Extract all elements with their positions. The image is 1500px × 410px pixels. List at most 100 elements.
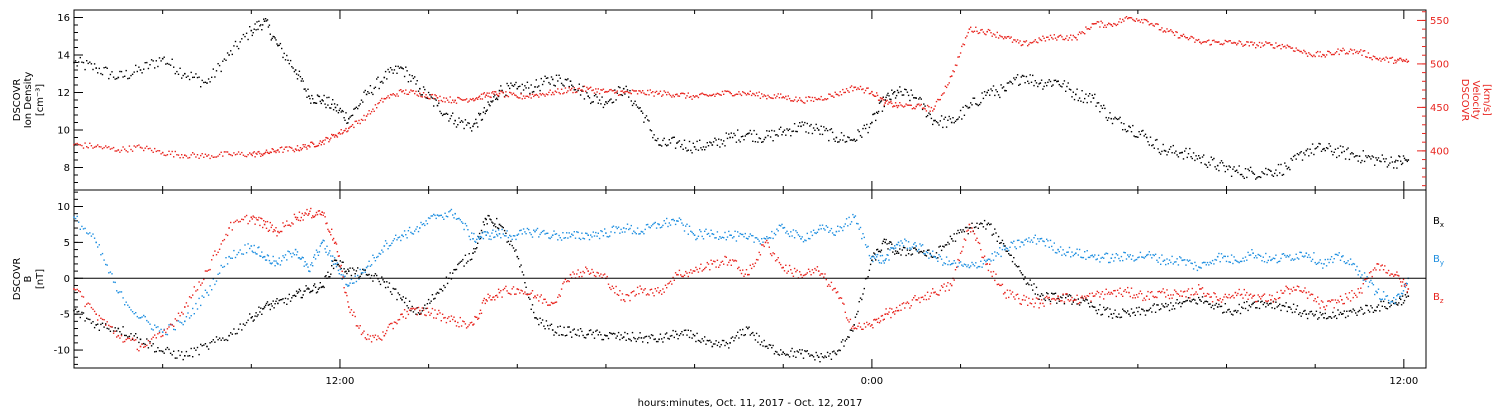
data-point bbox=[863, 287, 865, 290]
data-point bbox=[968, 227, 971, 229]
data-point bbox=[521, 290, 523, 292]
data-point bbox=[658, 291, 660, 294]
data-point bbox=[111, 326, 113, 328]
data-point bbox=[260, 255, 262, 257]
data-point bbox=[341, 261, 343, 263]
data-point bbox=[1255, 307, 1257, 309]
data-point bbox=[477, 318, 479, 320]
data-point bbox=[81, 295, 83, 298]
data-point bbox=[383, 76, 386, 79]
data-point bbox=[217, 251, 219, 253]
data-point bbox=[1325, 54, 1328, 56]
data-point bbox=[605, 232, 607, 234]
data-point bbox=[666, 332, 668, 334]
data-point bbox=[797, 234, 800, 236]
data-point bbox=[1260, 46, 1262, 48]
data-point bbox=[163, 328, 165, 331]
data-point bbox=[460, 325, 463, 327]
data-point bbox=[577, 269, 579, 271]
data-point bbox=[601, 96, 603, 98]
data-point bbox=[894, 310, 897, 312]
data-point bbox=[1232, 314, 1234, 316]
data-point bbox=[1310, 152, 1313, 154]
data-point bbox=[1182, 33, 1185, 36]
data-point bbox=[228, 227, 230, 229]
data-point bbox=[776, 95, 778, 97]
data-point bbox=[671, 283, 673, 285]
data-point bbox=[283, 256, 285, 259]
data-point bbox=[400, 297, 402, 299]
data-point bbox=[900, 254, 902, 256]
data-point bbox=[782, 96, 784, 98]
data-point bbox=[697, 271, 700, 273]
data-point bbox=[474, 240, 476, 243]
data-point bbox=[242, 218, 245, 221]
data-point bbox=[671, 96, 673, 98]
data-point bbox=[915, 105, 917, 108]
data-point bbox=[1266, 302, 1268, 305]
data-point bbox=[938, 124, 940, 126]
data-point bbox=[654, 338, 656, 340]
data-point bbox=[472, 252, 474, 254]
data-point bbox=[724, 90, 726, 92]
data-point bbox=[967, 31, 969, 34]
data-point bbox=[680, 146, 682, 148]
data-point bbox=[842, 339, 844, 341]
data-point bbox=[873, 94, 875, 97]
data-point bbox=[1113, 22, 1115, 25]
data-point bbox=[299, 219, 302, 222]
data-point bbox=[146, 319, 148, 322]
data-point bbox=[479, 235, 482, 238]
data-point bbox=[1044, 40, 1047, 42]
data-point bbox=[516, 255, 519, 258]
data-point bbox=[334, 259, 337, 262]
data-point bbox=[712, 141, 715, 143]
data-point bbox=[671, 137, 673, 139]
data-point bbox=[457, 124, 459, 126]
data-point bbox=[1162, 260, 1164, 262]
data-point bbox=[647, 89, 649, 92]
data-point bbox=[1189, 37, 1191, 39]
data-point bbox=[474, 315, 476, 318]
data-point bbox=[1020, 241, 1022, 243]
data-point bbox=[1246, 176, 1248, 179]
data-point bbox=[688, 271, 691, 274]
data-point bbox=[1020, 272, 1022, 274]
data-point bbox=[515, 81, 517, 84]
data-point bbox=[1106, 252, 1109, 255]
data-point bbox=[332, 263, 335, 265]
data-point bbox=[534, 317, 536, 319]
data-point bbox=[839, 297, 841, 299]
data-point bbox=[607, 90, 610, 93]
data-point bbox=[304, 88, 306, 90]
data-point bbox=[545, 320, 548, 322]
data-point bbox=[1038, 37, 1040, 39]
data-point bbox=[657, 287, 659, 289]
data-point bbox=[628, 228, 630, 231]
data-point bbox=[1199, 266, 1201, 269]
data-point bbox=[116, 150, 118, 152]
data-point bbox=[1014, 39, 1016, 41]
data-point bbox=[638, 336, 640, 339]
data-point bbox=[309, 291, 311, 294]
data-point bbox=[595, 93, 597, 96]
data-point bbox=[548, 81, 550, 84]
data-point bbox=[1044, 299, 1047, 302]
data-point bbox=[480, 229, 483, 232]
data-point bbox=[536, 86, 539, 88]
data-point bbox=[541, 302, 544, 304]
data-point bbox=[327, 137, 329, 140]
data-point bbox=[796, 269, 798, 271]
data-point bbox=[604, 334, 606, 336]
data-point bbox=[1091, 254, 1093, 256]
data-point bbox=[1009, 80, 1011, 83]
data-point bbox=[977, 241, 979, 244]
data-point bbox=[460, 221, 463, 223]
data-point bbox=[914, 295, 916, 297]
data-point bbox=[1191, 36, 1193, 38]
data-point bbox=[910, 248, 912, 250]
data-point bbox=[1089, 256, 1091, 259]
data-point bbox=[1372, 156, 1375, 158]
data-point bbox=[1377, 157, 1380, 159]
data-point bbox=[876, 248, 879, 251]
